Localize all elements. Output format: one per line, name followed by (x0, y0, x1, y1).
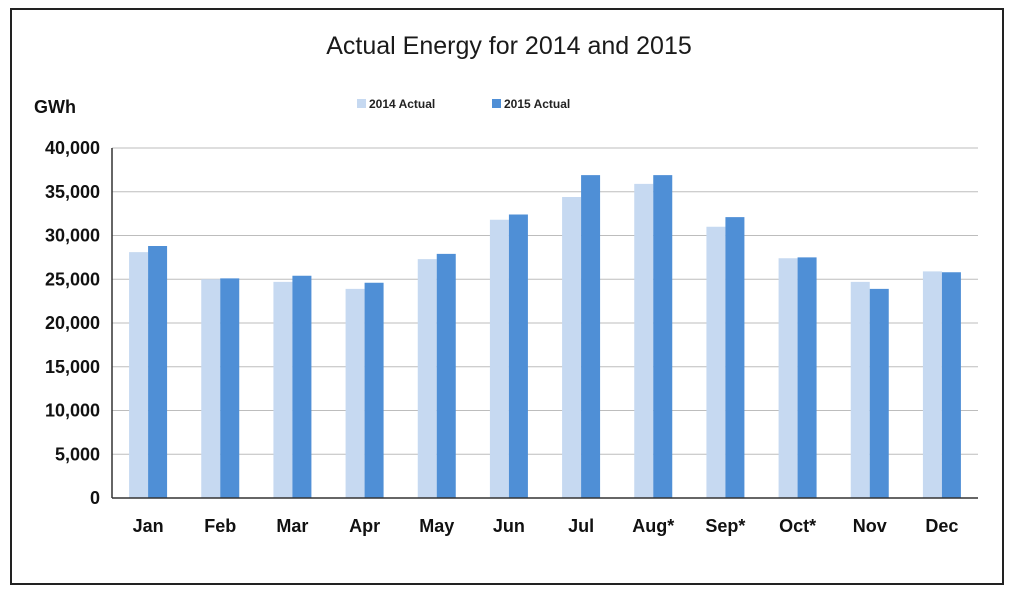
x-tick-label: Feb (204, 516, 236, 536)
bar-2015-apr (364, 282, 384, 498)
y-tick-label: 35,000 (45, 182, 100, 202)
y-tick-label: 40,000 (45, 138, 100, 158)
bar-2015-jan (148, 246, 168, 498)
x-tick-label: Oct* (779, 516, 816, 536)
x-tick-label: Dec (925, 516, 958, 536)
x-tick-label: May (419, 516, 454, 536)
axes (111, 148, 978, 499)
x-tick-label: Jan (133, 516, 164, 536)
bar-2014-sep (706, 226, 726, 498)
y-axis-ticks: 0 5,000 10,000 15,000 20,000 25,000 30,000 35,0… (45, 138, 100, 508)
y-tick-label: 10,000 (45, 401, 100, 421)
chart-title: Actual Energy for 2014 and 2015 (326, 32, 692, 60)
y-tick-label: 0 (90, 488, 100, 508)
bar-2015-may (436, 253, 456, 498)
chart-svg: Actual Energy for 2014 and 2015 GWh 2014… (34, 32, 978, 536)
y-tick-label: 20,000 (45, 313, 100, 333)
y-tick-label: 15,000 (45, 357, 100, 377)
x-axis-ticks: Jan Feb Mar Apr May Jun Jul Aug* Sep* Oct* Nov Dec (133, 516, 959, 536)
bar-2015-aug (653, 175, 673, 498)
bar-2015-jul (581, 175, 601, 498)
x-tick-label: Aug* (632, 516, 674, 536)
bar-2014-aug (634, 183, 654, 498)
x-tick-label: Apr (349, 516, 380, 536)
bar-2015-sep (725, 217, 745, 498)
bar-2014-may (417, 259, 437, 498)
top-strip (0, 0, 1024, 8)
x-tick-label: Jun (493, 516, 525, 536)
bar-2015-nov (869, 288, 889, 498)
x-tick-label: Jul (568, 516, 594, 536)
legend-label: 2014 Actual (369, 97, 435, 111)
gridlines (112, 147, 978, 455)
bar-2014-apr (345, 288, 365, 498)
bar-2014-jan (129, 252, 149, 498)
bar-2014-jun (489, 219, 509, 498)
bar-2015-mar (292, 275, 312, 498)
bar-2014-jul (562, 197, 582, 498)
x-tick-label: Mar (276, 516, 308, 536)
bar-2014-mar (273, 281, 293, 498)
y-axis-unit-label: GWh (34, 97, 76, 117)
bar-2014-dec (922, 271, 942, 498)
bar-2014-feb (201, 279, 221, 498)
y-tick-label: 25,000 (45, 269, 100, 289)
x-tick-label: Sep* (705, 516, 745, 536)
bar-2014-nov (850, 281, 870, 498)
bar-2015-jun (508, 214, 528, 498)
legend-swatch (357, 99, 366, 108)
legend-label: 2015 Actual (504, 97, 570, 111)
bar-2015-dec (941, 272, 961, 498)
bar-2014-oct (778, 258, 798, 498)
legend: 2014 Actual 2015 Actual (357, 97, 570, 111)
x-tick-label: Nov (853, 516, 887, 536)
bars (129, 175, 961, 498)
chart-frame: Actual Energy for 2014 and 2015 GWh 2014… (10, 8, 1004, 585)
legend-swatch (492, 99, 501, 108)
bar-2015-oct (797, 257, 817, 498)
y-tick-label: 5,000 (55, 444, 100, 464)
y-tick-label: 30,000 (45, 226, 100, 246)
bar-2015-feb (220, 278, 240, 498)
